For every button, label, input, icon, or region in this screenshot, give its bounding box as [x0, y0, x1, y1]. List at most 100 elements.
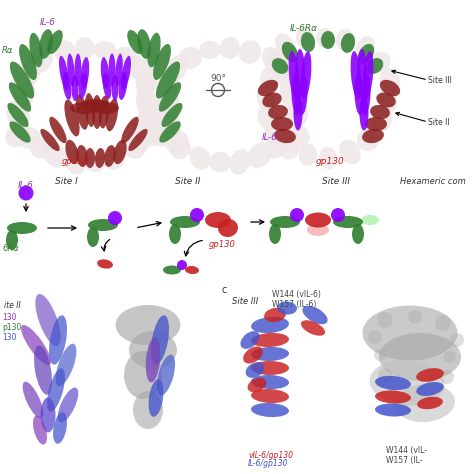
Ellipse shape [351, 51, 361, 99]
Ellipse shape [359, 95, 368, 130]
Ellipse shape [260, 65, 280, 91]
Text: W157 (IL-6): W157 (IL-6) [272, 300, 316, 309]
Text: IL-6: IL-6 [262, 134, 278, 143]
Ellipse shape [251, 403, 289, 417]
Ellipse shape [380, 80, 400, 96]
Ellipse shape [23, 54, 41, 86]
Ellipse shape [72, 75, 79, 101]
Ellipse shape [169, 137, 191, 159]
Ellipse shape [275, 127, 295, 149]
Ellipse shape [380, 68, 401, 92]
Ellipse shape [290, 208, 304, 222]
Ellipse shape [144, 53, 166, 77]
Ellipse shape [81, 57, 89, 89]
Ellipse shape [262, 92, 282, 108]
Ellipse shape [156, 90, 178, 120]
Ellipse shape [49, 315, 67, 365]
Text: 130: 130 [2, 313, 17, 322]
Ellipse shape [275, 33, 295, 57]
Text: gp130: gp130 [316, 157, 345, 166]
Ellipse shape [124, 351, 162, 399]
Ellipse shape [282, 42, 298, 62]
Ellipse shape [251, 333, 289, 347]
Ellipse shape [272, 58, 288, 74]
Ellipse shape [267, 49, 289, 71]
Ellipse shape [375, 391, 411, 403]
Ellipse shape [363, 51, 374, 99]
Ellipse shape [274, 129, 296, 143]
Text: IL-6: IL-6 [40, 18, 56, 27]
Ellipse shape [159, 121, 181, 143]
Ellipse shape [270, 216, 300, 228]
Ellipse shape [21, 325, 51, 365]
Ellipse shape [299, 144, 317, 166]
Ellipse shape [34, 346, 52, 395]
Ellipse shape [264, 308, 286, 322]
Ellipse shape [435, 315, 451, 331]
Ellipse shape [109, 54, 116, 86]
Ellipse shape [301, 51, 311, 99]
Ellipse shape [40, 129, 60, 151]
Text: ite II: ite II [4, 301, 21, 310]
Ellipse shape [121, 117, 139, 143]
Ellipse shape [124, 137, 146, 159]
Ellipse shape [163, 265, 181, 274]
Ellipse shape [76, 94, 88, 130]
Ellipse shape [139, 108, 161, 132]
Ellipse shape [374, 349, 386, 361]
Ellipse shape [450, 333, 464, 347]
Ellipse shape [190, 146, 210, 170]
Ellipse shape [395, 384, 455, 422]
Ellipse shape [357, 129, 379, 151]
Ellipse shape [111, 75, 118, 101]
Ellipse shape [257, 84, 275, 112]
Ellipse shape [85, 148, 95, 168]
Ellipse shape [177, 260, 187, 270]
Ellipse shape [36, 294, 61, 346]
Ellipse shape [146, 337, 160, 383]
Ellipse shape [264, 137, 286, 158]
Ellipse shape [408, 310, 422, 324]
Ellipse shape [307, 224, 329, 236]
Ellipse shape [127, 130, 150, 154]
Ellipse shape [148, 124, 172, 146]
Ellipse shape [59, 56, 69, 90]
Ellipse shape [205, 212, 231, 228]
Ellipse shape [149, 53, 172, 77]
Ellipse shape [88, 219, 118, 231]
Ellipse shape [357, 49, 367, 97]
Text: Site III: Site III [232, 298, 258, 307]
Ellipse shape [295, 49, 305, 97]
Ellipse shape [336, 29, 354, 51]
Text: IL-6Rα: IL-6Rα [290, 24, 318, 33]
Ellipse shape [6, 230, 18, 250]
Ellipse shape [284, 123, 310, 147]
Ellipse shape [113, 47, 137, 69]
Ellipse shape [299, 75, 308, 115]
Text: IL-6: IL-6 [18, 181, 34, 190]
Ellipse shape [15, 73, 35, 108]
Ellipse shape [341, 33, 355, 53]
Ellipse shape [158, 66, 178, 94]
Ellipse shape [218, 219, 238, 237]
Ellipse shape [8, 103, 28, 127]
Ellipse shape [416, 382, 444, 396]
Ellipse shape [115, 54, 123, 86]
Text: W144 (vIL-: W144 (vIL- [386, 446, 427, 455]
Ellipse shape [370, 105, 390, 119]
Ellipse shape [365, 117, 387, 131]
Ellipse shape [19, 44, 37, 80]
Ellipse shape [47, 368, 65, 412]
Ellipse shape [331, 208, 345, 222]
Ellipse shape [339, 140, 361, 164]
Ellipse shape [10, 62, 34, 99]
Ellipse shape [251, 361, 289, 375]
Ellipse shape [361, 215, 379, 225]
Ellipse shape [7, 222, 37, 234]
Ellipse shape [264, 124, 286, 146]
Ellipse shape [355, 36, 375, 60]
Ellipse shape [129, 331, 177, 369]
Ellipse shape [103, 73, 111, 99]
Ellipse shape [376, 92, 396, 108]
Ellipse shape [94, 41, 116, 59]
